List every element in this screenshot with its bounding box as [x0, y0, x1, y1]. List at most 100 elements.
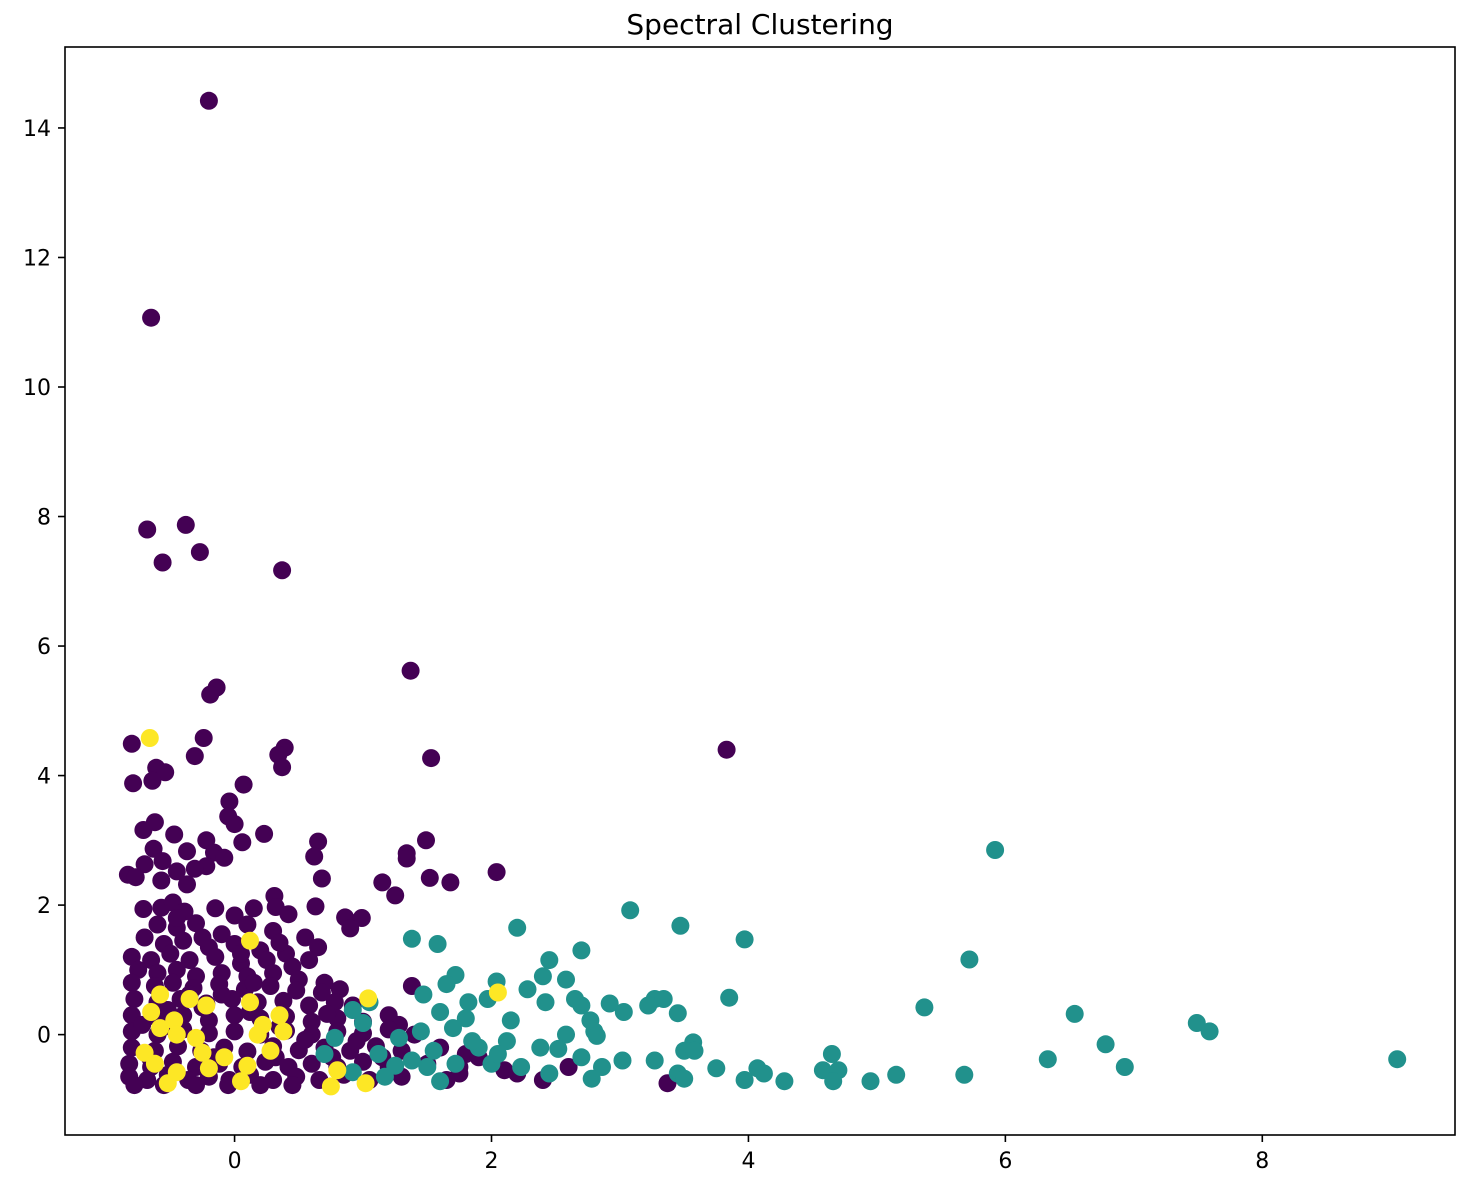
data-point-cluster-0	[287, 981, 306, 1000]
data-point-cluster-1	[414, 985, 433, 1004]
data-point-cluster-0	[309, 938, 328, 957]
data-point-cluster-0	[312, 869, 331, 888]
data-point-cluster-1	[1187, 1014, 1206, 1032]
data-point-cluster-1	[540, 1064, 559, 1083]
data-point-cluster-1	[572, 996, 591, 1015]
data-point-cluster-1	[572, 941, 591, 960]
data-point-cluster-1	[572, 1048, 591, 1067]
x-tick-label: 4	[741, 1149, 755, 1174]
data-point-cluster-1	[735, 930, 754, 949]
chart-title: Spectral Clustering	[626, 8, 893, 41]
data-point-cluster-0	[225, 1006, 244, 1025]
data-point-cluster-1	[418, 1058, 437, 1076]
x-tick-label: 2	[485, 1149, 499, 1174]
data-point-cluster-0	[167, 862, 186, 881]
data-point-cluster-1	[986, 841, 1005, 859]
data-point-cluster-0	[153, 553, 172, 572]
data-point-cluster-0	[187, 914, 205, 933]
data-point-cluster-0	[156, 763, 175, 782]
data-point-cluster-2	[145, 1054, 164, 1073]
data-point-cluster-0	[126, 868, 145, 887]
data-point-cluster-1	[955, 1065, 974, 1084]
data-point-cluster-0	[309, 832, 328, 851]
data-point-cluster-0	[167, 909, 186, 927]
data-point-cluster-0	[199, 91, 218, 110]
data-point-cluster-2	[142, 1003, 161, 1021]
data-point-cluster-2	[193, 1043, 212, 1062]
data-point-cluster-0	[165, 825, 184, 844]
data-point-cluster-2	[199, 1059, 218, 1078]
data-point-cluster-0	[225, 815, 244, 834]
data-point-cluster-0	[318, 1004, 337, 1023]
data-point-cluster-0	[225, 1022, 244, 1041]
data-point-cluster-1	[497, 1032, 516, 1051]
data-point-cluster-1	[402, 929, 421, 948]
data-point-cluster-2	[165, 1011, 184, 1030]
data-point-cluster-1	[1096, 1035, 1115, 1054]
data-point-cluster-1	[754, 1064, 773, 1083]
scatter-points	[118, 91, 1407, 1096]
data-point-cluster-0	[312, 983, 331, 1002]
x-tick-label: 6	[998, 1149, 1012, 1174]
data-point-cluster-1	[671, 916, 690, 935]
data-point-cluster-0	[185, 747, 204, 766]
data-point-cluster-0	[190, 543, 209, 562]
data-point-cluster-2	[261, 1041, 280, 1060]
data-point-cluster-1	[654, 990, 673, 1008]
data-point-cluster-1	[621, 901, 640, 920]
data-point-cluster-1	[549, 1039, 568, 1058]
data-point-cluster-0	[178, 842, 196, 861]
data-point-cluster-1	[315, 1045, 334, 1063]
data-point-cluster-1	[354, 1014, 372, 1032]
data-point-cluster-2	[232, 1072, 250, 1091]
y-tick-label: 6	[37, 635, 51, 660]
data-point-cluster-2	[197, 996, 216, 1015]
data-point-cluster-2	[488, 983, 507, 1002]
data-point-cluster-1	[501, 1011, 520, 1030]
data-point-cluster-0	[122, 734, 141, 753]
y-tick-label: 2	[37, 894, 51, 919]
data-point-cluster-1	[325, 1028, 344, 1047]
data-point-cluster-0	[274, 991, 293, 1010]
data-point-cluster-0	[125, 1076, 144, 1095]
data-point-cluster-1	[428, 935, 447, 953]
data-point-cluster-2	[215, 1048, 234, 1067]
data-point-cluster-1	[444, 1019, 462, 1038]
data-point-cluster-2	[241, 993, 259, 1012]
data-point-cluster-0	[201, 685, 220, 704]
data-point-cluster-1	[587, 1026, 606, 1045]
x-tick-label: 0	[228, 1149, 242, 1174]
data-point-cluster-0	[347, 1032, 366, 1051]
data-point-cluster-0	[120, 1054, 139, 1073]
data-point-cluster-1	[459, 993, 478, 1012]
data-point-cluster-1	[343, 1063, 362, 1082]
data-point-cluster-0	[185, 859, 204, 878]
data-point-cluster-1	[557, 1025, 575, 1044]
data-point-cluster-1	[861, 1072, 880, 1091]
data-point-cluster-0	[124, 774, 143, 793]
data-point-cluster-0	[135, 855, 154, 874]
data-point-cluster-1	[887, 1065, 906, 1084]
data-point-cluster-1	[707, 1059, 726, 1078]
data-point-cluster-0	[238, 915, 257, 934]
data-point-cluster-0	[233, 833, 252, 852]
data-point-cluster-0	[302, 1054, 321, 1073]
data-point-cluster-1	[600, 994, 619, 1013]
data-point-cluster-0	[225, 906, 244, 925]
data-point-cluster-0	[487, 863, 506, 882]
data-point-cluster-1	[518, 980, 537, 999]
data-point-cluster-1	[343, 1001, 362, 1019]
data-point-cluster-1	[533, 967, 552, 986]
data-point-cluster-0	[176, 515, 195, 534]
data-point-cluster-0	[187, 1076, 205, 1095]
data-point-cluster-2	[158, 1074, 177, 1093]
data-point-cluster-1	[645, 1051, 664, 1070]
data-point-cluster-2	[151, 1019, 170, 1038]
data-point-cluster-1	[685, 1041, 704, 1060]
data-point-cluster-0	[212, 925, 231, 944]
data-point-cluster-1	[593, 1058, 611, 1076]
y-tick-label: 14	[23, 117, 51, 142]
data-point-cluster-1	[1038, 1050, 1057, 1069]
data-point-cluster-0	[296, 928, 315, 947]
